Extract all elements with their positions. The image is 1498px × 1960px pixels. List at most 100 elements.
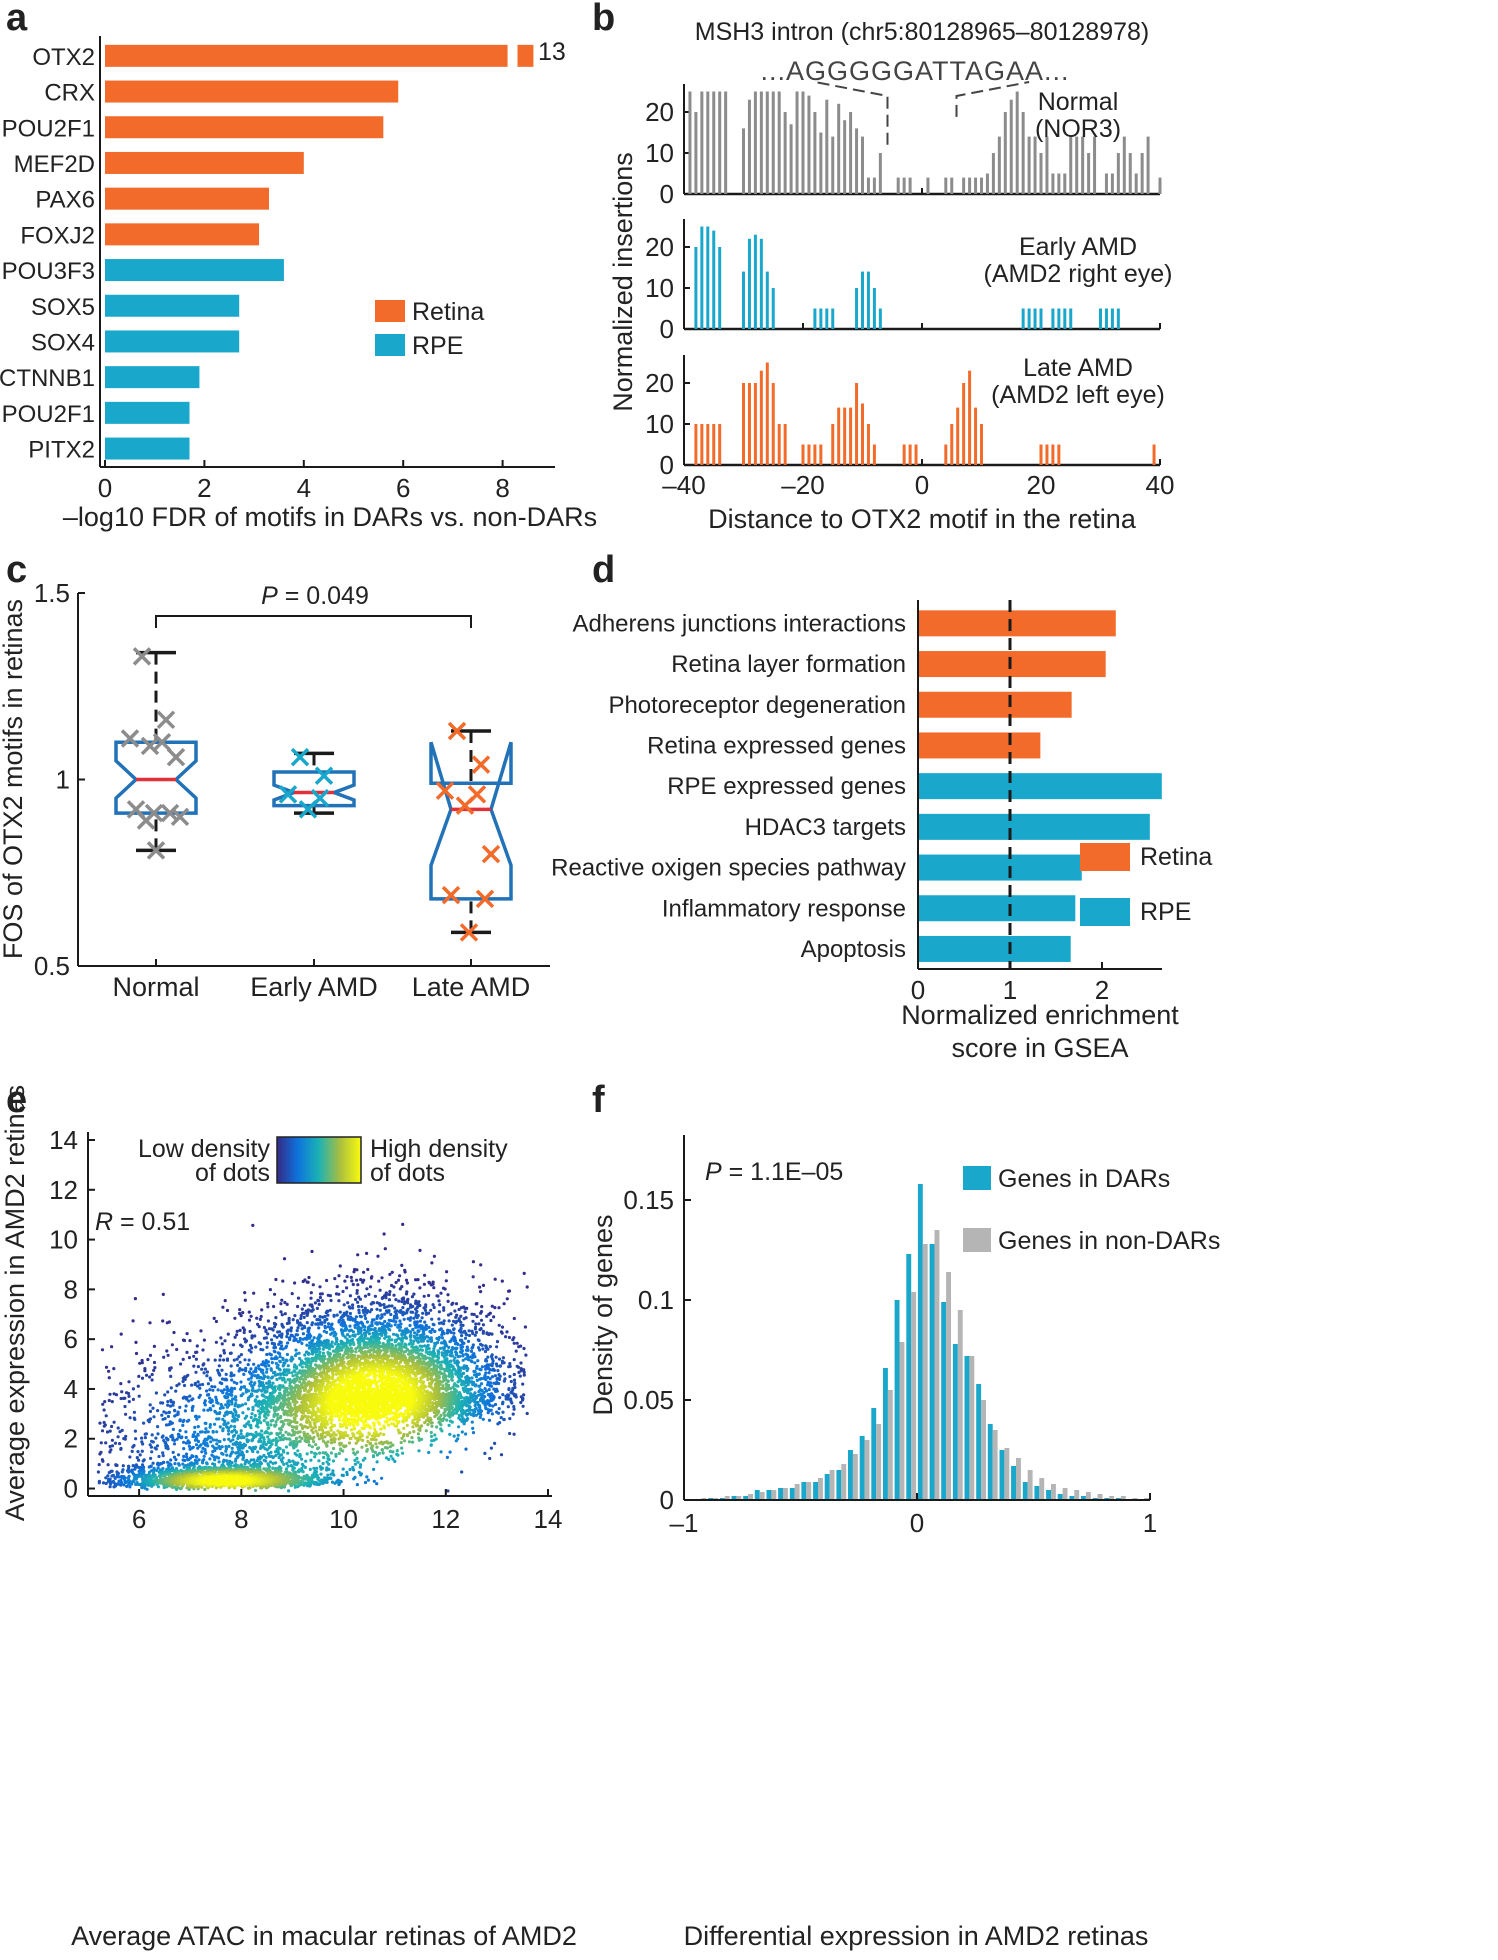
- scatter-point: [273, 1325, 277, 1329]
- insertion-bar: [866, 177, 870, 194]
- scatter-point: [275, 1335, 279, 1339]
- scatter-point: [195, 1384, 200, 1388]
- scatter-point: [456, 1355, 460, 1359]
- category-label-1: CRX: [44, 80, 95, 107]
- scatter-point: [452, 1339, 456, 1343]
- scatter-point: [131, 1387, 135, 1391]
- scatter-point: [121, 1464, 125, 1468]
- bar-1: [105, 80, 399, 103]
- scatter-point: [360, 1445, 364, 1449]
- scatter-point: [356, 1332, 360, 1336]
- scatter-point: [247, 1358, 251, 1362]
- scatter-point: [517, 1345, 521, 1349]
- scatter-point: [234, 1440, 239, 1444]
- scatter-point: [248, 1329, 252, 1334]
- bar-4: [918, 773, 1162, 800]
- scatter-point: [314, 1359, 318, 1363]
- insertion-bar: [896, 177, 900, 194]
- scatter-point: [249, 1426, 253, 1430]
- scatter-point: [179, 1362, 183, 1366]
- scatter-point: [480, 1305, 484, 1309]
- legend-rpe-label-d: RPE: [1140, 898, 1191, 926]
- x-category-label-2: Late AMD: [412, 972, 531, 1002]
- insertion-bar: [771, 91, 775, 194]
- scatter-point: [500, 1279, 504, 1283]
- scatter-point: [328, 1294, 332, 1298]
- scatter-point: [439, 1371, 443, 1375]
- scatter-point: [256, 1450, 260, 1454]
- scatter-point: [116, 1435, 120, 1439]
- scatter-point: [368, 1285, 373, 1289]
- category-label-3: MEF2D: [14, 151, 95, 178]
- scatter-point: [523, 1325, 528, 1329]
- scatter-point: [354, 1315, 358, 1319]
- insertion-bar: [1140, 153, 1144, 194]
- scatter-point: [177, 1433, 181, 1437]
- scatter-point: [302, 1303, 306, 1307]
- scatter-point: [309, 1296, 313, 1300]
- insertion-bar: [944, 177, 948, 194]
- insertion-bar: [1110, 173, 1114, 194]
- scatter-point: [253, 1488, 258, 1492]
- scatter-point: [183, 1377, 187, 1381]
- scatter-point: [409, 1305, 413, 1309]
- scatter-point: [233, 1386, 237, 1391]
- scatter-point: [462, 1396, 467, 1400]
- data-point-stroke: [166, 747, 186, 767]
- scatter-point: [233, 1404, 237, 1408]
- scatter-point: [467, 1333, 472, 1338]
- scatter-point: [243, 1298, 247, 1302]
- scatter-point: [155, 1468, 159, 1473]
- scatter-point: [512, 1341, 516, 1345]
- scatter-point: [507, 1335, 511, 1340]
- scatter-point: [281, 1357, 285, 1362]
- data-point-10: [136, 811, 156, 830]
- scatter-point: [265, 1370, 269, 1374]
- scatter-point: [497, 1407, 501, 1411]
- scatter-point: [519, 1400, 523, 1405]
- scatter-point: [446, 1489, 450, 1493]
- scatter-point: [232, 1358, 236, 1362]
- scatter-point: [241, 1457, 245, 1461]
- scatter-point: [395, 1452, 399, 1456]
- scatter-point: [463, 1336, 468, 1340]
- scatter-point: [215, 1430, 219, 1434]
- scatter-point: [183, 1458, 187, 1463]
- scatter-point: [489, 1318, 493, 1323]
- scatter-point: [417, 1449, 421, 1453]
- scatter-point: [302, 1315, 306, 1319]
- scatter-point: [298, 1452, 302, 1457]
- scatter-point: [507, 1387, 511, 1392]
- y-tick-label-10: 10: [645, 409, 674, 439]
- scatter-point: [310, 1445, 314, 1449]
- insertion-bar: [1063, 308, 1067, 329]
- scatter-point: [244, 1369, 248, 1373]
- x-tick-label-0: 0: [915, 470, 929, 500]
- scatter-point: [290, 1371, 294, 1375]
- scatter-point: [255, 1316, 259, 1320]
- scatter-point: [486, 1375, 490, 1379]
- scatter-point: [208, 1425, 212, 1429]
- scatter-point: [196, 1433, 200, 1437]
- scatter-point: [128, 1485, 132, 1489]
- scatter-point: [239, 1393, 244, 1398]
- scatter-point: [192, 1364, 196, 1368]
- scatter-point: [401, 1306, 405, 1310]
- scatter-point: [459, 1323, 463, 1327]
- scatter-point: [351, 1303, 355, 1307]
- scatter-point: [477, 1384, 481, 1388]
- scatter-point: [265, 1367, 269, 1371]
- scatter-point: [403, 1439, 407, 1443]
- scatter-point: [487, 1371, 491, 1375]
- scatter-point: [522, 1346, 526, 1351]
- bar-2: [105, 116, 384, 139]
- panel-d-bars: [918, 610, 1162, 962]
- scatter-point: [248, 1445, 252, 1450]
- scatter-point: [321, 1439, 325, 1443]
- scatter-point: [167, 1410, 171, 1415]
- x-tick-label--20: –20: [781, 470, 824, 500]
- scatter-point: [378, 1308, 382, 1312]
- scatter-point: [295, 1329, 299, 1333]
- scatter-point: [278, 1431, 282, 1435]
- insertion-bar: [1021, 112, 1025, 194]
